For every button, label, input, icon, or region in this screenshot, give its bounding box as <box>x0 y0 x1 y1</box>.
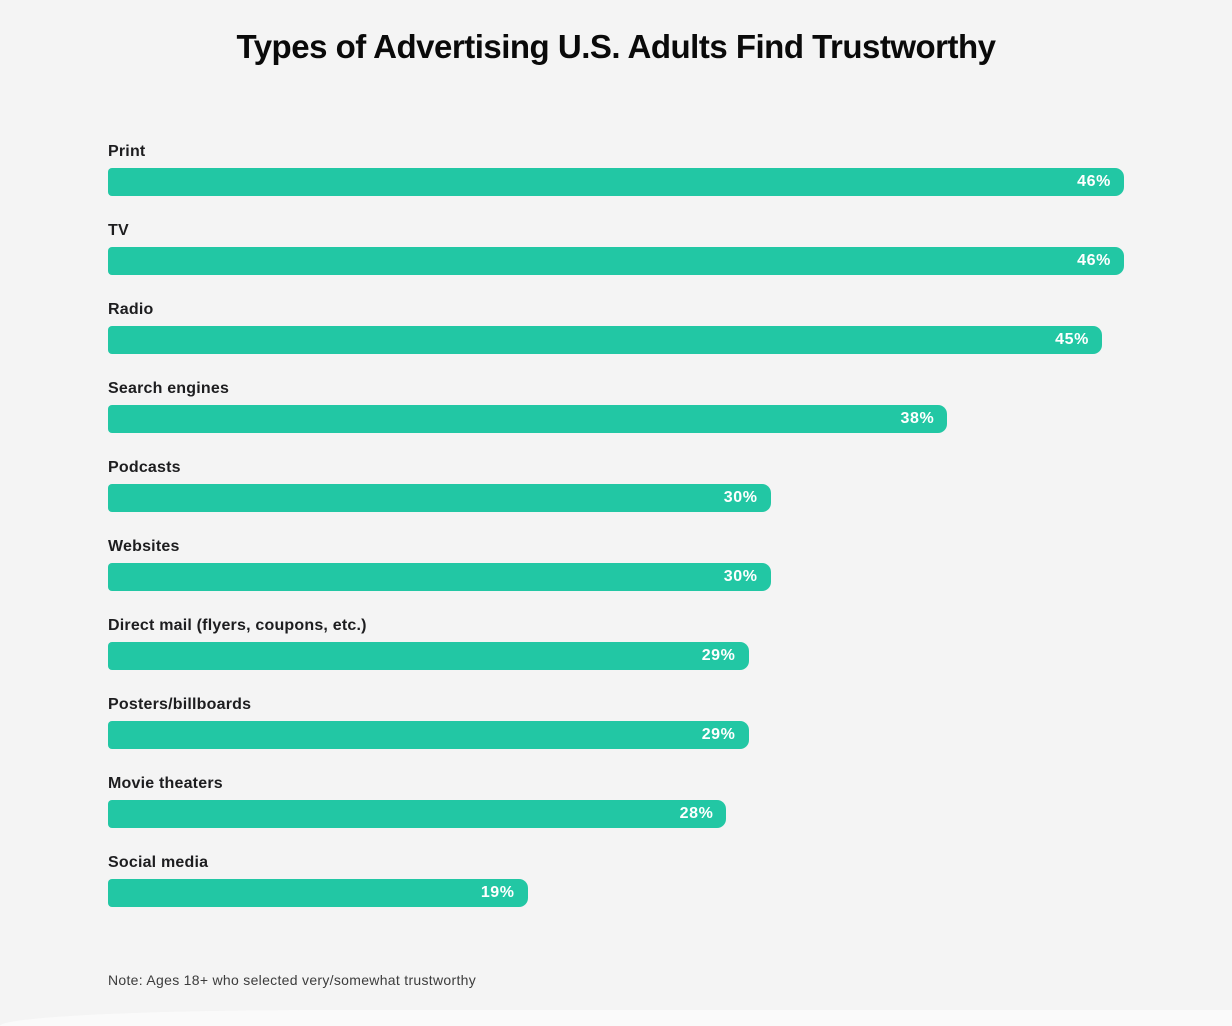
bar-row: Direct mail (flyers, coupons, etc.) 29% <box>108 617 1124 696</box>
bar: 28% <box>108 800 727 828</box>
bar: 29% <box>108 642 749 670</box>
bar-row: Print 46% <box>108 143 1124 222</box>
value-label: 28% <box>679 805 714 822</box>
value-label: 46% <box>1077 173 1111 190</box>
bar-row: TV 46% <box>108 222 1124 301</box>
value-label: 29% <box>701 647 736 664</box>
value-label: 30% <box>723 568 758 585</box>
bar-row: Podcasts 30% <box>108 459 1124 538</box>
bar: 29% <box>108 721 749 749</box>
value-label: 46% <box>1077 252 1111 269</box>
category-label: Posters/billboards <box>108 696 252 713</box>
bar-row: Movie theaters 28% <box>108 775 1124 854</box>
bar-row: Posters/billboards 29% <box>108 696 1124 775</box>
bar-row: Radio 45% <box>108 301 1124 380</box>
bar-row: Websites 30% <box>108 538 1124 617</box>
value-label: 29% <box>701 726 736 743</box>
value-label: 30% <box>723 489 758 506</box>
bar-chart: Print 46% TV 46% Radio 45% Search engines 38% Po… <box>108 143 1124 933</box>
category-label: Social media <box>108 854 209 871</box>
category-label: TV <box>108 222 129 239</box>
bar-row: Social media 19% <box>108 854 1124 933</box>
category-label: Websites <box>108 538 180 555</box>
category-label: Podcasts <box>108 459 181 476</box>
bar: 30% <box>108 563 771 591</box>
bottom-card-edge <box>0 1010 1232 1026</box>
bar: 45% <box>108 326 1102 354</box>
category-label: Print <box>108 143 146 160</box>
value-label: 38% <box>900 410 935 427</box>
category-label: Movie theaters <box>108 775 223 792</box>
value-label: 19% <box>480 884 515 901</box>
bar: 19% <box>108 879 528 907</box>
chart-note: Note: Ages 18+ who selected very/somewha… <box>108 972 477 988</box>
chart-title: Types of Advertising U.S. Adults Find Tr… <box>236 28 997 65</box>
value-label: 45% <box>1055 331 1089 348</box>
category-label: Radio <box>108 301 154 318</box>
bar-row: Search engines 38% <box>108 380 1124 459</box>
bar: 38% <box>108 405 948 433</box>
bar: 46% <box>108 168 1124 196</box>
category-label: Direct mail (flyers, coupons, etc.) <box>108 617 367 634</box>
category-label: Search engines <box>108 380 230 397</box>
bar: 46% <box>108 247 1124 275</box>
bar: 30% <box>108 484 771 512</box>
